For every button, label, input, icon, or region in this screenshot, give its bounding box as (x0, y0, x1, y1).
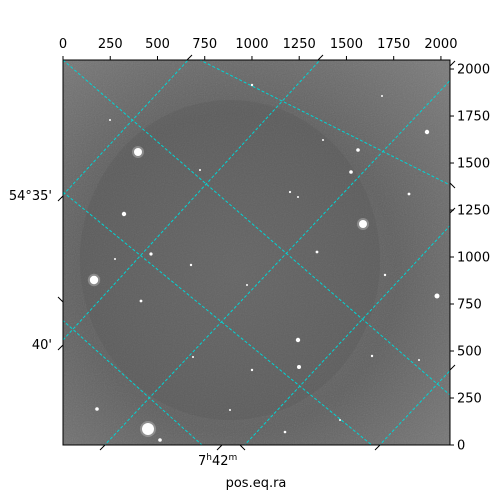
star (383, 273, 387, 277)
wcs-tick-mark (449, 364, 456, 371)
wcs-tick-mark (57, 195, 64, 202)
star (339, 419, 341, 421)
wcs-ticks (57, 54, 456, 451)
star (370, 354, 374, 358)
grid-line (243, 224, 450, 445)
grid-line (63, 60, 189, 196)
star (434, 293, 440, 299)
top-tick-label: 0 (59, 37, 67, 52)
wcs-tick-mark (186, 54, 193, 61)
ra-tick-label: 7h42m (198, 453, 237, 469)
grid-line (63, 319, 203, 445)
star (95, 407, 99, 411)
coordinate-grid (63, 60, 450, 445)
wcs-tick-mark (239, 444, 246, 451)
grid-line (63, 60, 450, 396)
wcs-tick-mark (57, 296, 64, 303)
grid-line (379, 369, 450, 445)
star (189, 263, 193, 267)
top-tick-label: 1000 (235, 37, 268, 52)
wcs-tick-mark (216, 444, 223, 451)
wcs-tick-mark (449, 60, 456, 67)
x-axis-label: pos.eq.ra (226, 476, 287, 491)
sky-image (63, 60, 450, 445)
right-tick-label: 1500 (457, 157, 490, 172)
right-tick-label: 1750 (457, 110, 490, 125)
grid-line (104, 79, 450, 445)
right-tick-label: 1000 (457, 251, 490, 266)
wcs-tick-mark (374, 444, 381, 451)
star (283, 430, 287, 434)
star (356, 148, 360, 152)
star (246, 284, 248, 286)
star (199, 169, 201, 171)
star (359, 220, 367, 228)
grid-line (198, 60, 450, 186)
right-axis: 0 250 500 750 1000 1250 1500 1750 2000 (450, 63, 490, 454)
star (297, 196, 299, 198)
grid-line (63, 191, 373, 445)
star (407, 192, 411, 196)
top-tick-label: 1250 (283, 37, 316, 52)
star (424, 129, 430, 135)
star (109, 119, 111, 121)
star (349, 170, 353, 174)
top-tick-label: 500 (145, 37, 170, 52)
plot-frame (62, 59, 451, 446)
star (418, 359, 420, 361)
dec-tick-label-1: 54°35' (9, 189, 52, 204)
right-tick-label: 1250 (457, 204, 490, 219)
top-tick-label: 1500 (330, 37, 363, 52)
star (142, 423, 154, 435)
star (297, 365, 301, 369)
star (139, 299, 143, 303)
grid-line (63, 60, 321, 341)
star (381, 95, 383, 97)
wcs-tick-mark (57, 344, 64, 351)
wcs-tick-mark (99, 444, 106, 451)
star (89, 275, 99, 285)
dec-tick-label-2: 40' (32, 338, 52, 353)
right-tick-label: 2000 (457, 63, 490, 78)
top-tick-label: 750 (192, 37, 217, 52)
right-tick-label: 750 (457, 298, 482, 313)
star (134, 148, 142, 156)
top-tick-label: 2000 (424, 37, 457, 52)
star (295, 337, 301, 343)
wcs-tick-mark (449, 207, 456, 214)
top-axis: 0 250 500 750 1000 1250 1500 1750 2000 (59, 37, 457, 60)
star (315, 250, 319, 254)
right-tick-label: 0 (457, 439, 465, 454)
star (250, 368, 254, 372)
star (114, 258, 116, 260)
star (192, 356, 194, 358)
star-field (87, 83, 440, 442)
star (288, 190, 292, 194)
star (322, 139, 324, 141)
right-tick-label: 250 (457, 392, 482, 407)
star (149, 252, 153, 256)
wcs-tick-mark (317, 54, 324, 61)
star (121, 211, 127, 217)
right-tick-label: 500 (457, 345, 482, 360)
top-tick-label: 1750 (377, 37, 410, 52)
top-tick-label: 250 (98, 37, 123, 52)
star (250, 83, 254, 87)
star (158, 438, 162, 442)
star (229, 409, 231, 411)
wcs-tick-mark (449, 182, 456, 189)
